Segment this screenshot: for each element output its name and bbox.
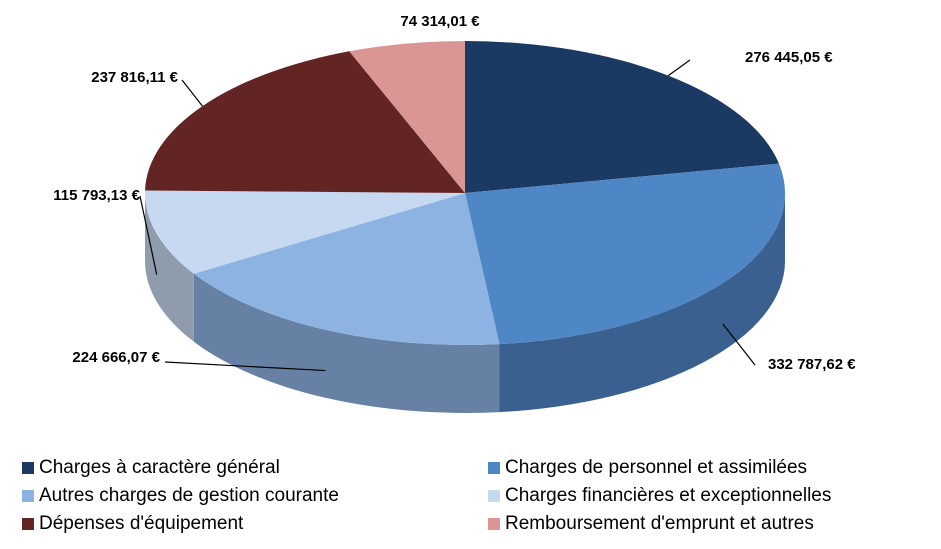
- legend-swatch: [488, 518, 500, 530]
- legend-label: Remboursement d'emprunt et autres: [505, 513, 814, 534]
- value-label: 276 445,05 €: [745, 49, 833, 66]
- legend-swatch: [22, 462, 34, 474]
- legend-label: Charges financières et exceptionnelles: [505, 485, 831, 506]
- value-label: 332 787,62 €: [768, 356, 856, 373]
- slice: [349, 41, 465, 193]
- legend-swatch: [488, 462, 500, 474]
- legend-label: Dépenses d'équipement: [39, 513, 244, 534]
- value-label: 224 666,07 €: [72, 349, 160, 366]
- leader-line: [139, 195, 158, 275]
- legend-swatch: [22, 490, 34, 502]
- leader-line: [164, 361, 326, 372]
- slice: [144, 190, 465, 274]
- leader-line: [667, 59, 691, 77]
- legend-swatch: [488, 490, 500, 502]
- leader-line: [722, 323, 756, 366]
- slice: [465, 41, 779, 193]
- slice-side: [145, 193, 194, 342]
- value-label: 237 816,11 €: [91, 69, 178, 86]
- slice: [145, 51, 465, 193]
- value-label: 74 314,01 €: [400, 13, 480, 30]
- slice-side: [499, 193, 785, 413]
- legend-label: Autres charges de gestion courante: [39, 485, 339, 506]
- legend-swatch: [22, 518, 34, 530]
- legend-label: Charges à caractère général: [39, 457, 280, 478]
- legend-label: Charges de personnel et assimilées: [505, 457, 807, 478]
- value-label: 115 793,13 €: [53, 187, 140, 204]
- slice: [193, 193, 500, 345]
- slice: [465, 163, 785, 345]
- slice-side: [193, 273, 500, 413]
- leader-line: [181, 79, 203, 107]
